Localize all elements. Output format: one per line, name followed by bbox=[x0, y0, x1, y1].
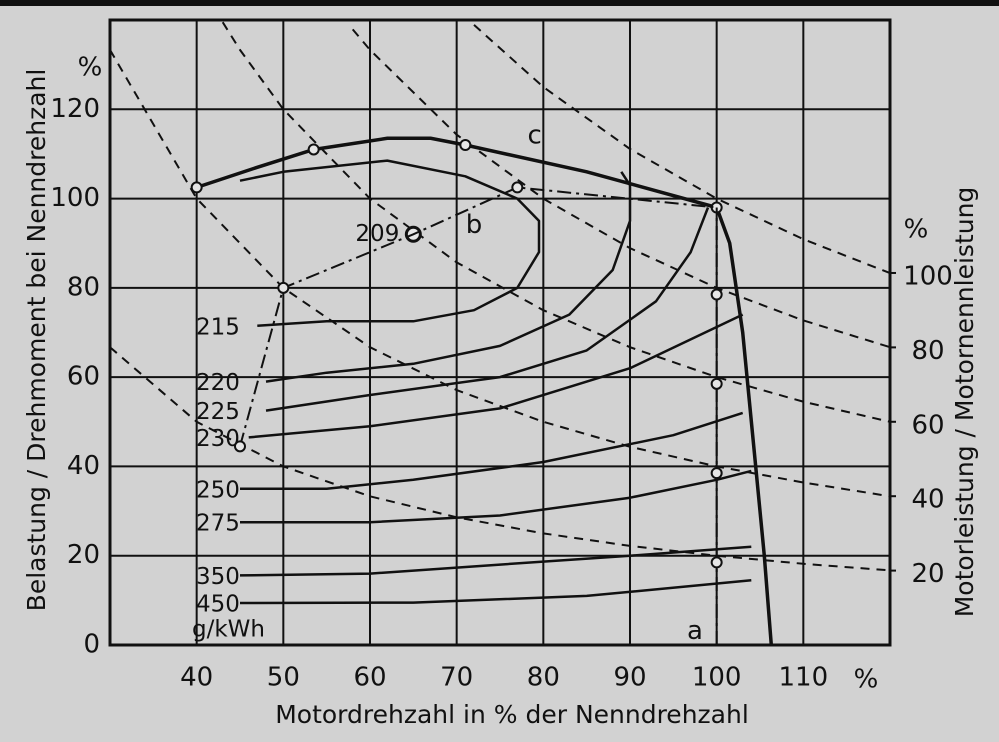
curve-marker bbox=[459, 139, 472, 151]
y-tick-label: 40 bbox=[67, 451, 100, 481]
power-curve bbox=[351, 28, 890, 349]
contour-label: 225 bbox=[196, 399, 240, 425]
y2-tick-label: 20 bbox=[911, 559, 944, 589]
contour-line bbox=[239, 159, 541, 328]
curve-marker bbox=[511, 181, 524, 194]
y2-unit: % bbox=[904, 215, 929, 245]
y-unit: % bbox=[78, 53, 103, 83]
x-tick-label: 110 bbox=[779, 663, 829, 693]
contour-label: 250 bbox=[196, 477, 240, 503]
x-axis-title: Motordrehzahl in % der Nenndrehzahl bbox=[275, 700, 749, 729]
curve-marker bbox=[190, 181, 203, 194]
film-edge bbox=[0, 0, 999, 6]
y2-tick-label: 40 bbox=[911, 485, 944, 515]
contour-line bbox=[239, 545, 752, 577]
contour-label: 350 bbox=[196, 564, 240, 590]
y2-tick-label: 100 bbox=[903, 261, 953, 291]
y-tick-label: 100 bbox=[50, 183, 100, 213]
contour-line bbox=[240, 411, 744, 491]
curve-b bbox=[239, 186, 717, 447]
y2-tick-label: 60 bbox=[911, 410, 944, 440]
x-tick-label: 90 bbox=[613, 663, 646, 693]
consumption-unit: g/kWh bbox=[192, 617, 265, 643]
y-tick-label: 60 bbox=[67, 362, 100, 392]
power-curve bbox=[221, 21, 890, 423]
curve-marker bbox=[710, 288, 723, 301]
contour-label: 215 bbox=[196, 314, 240, 340]
contour-label: 450 bbox=[196, 592, 240, 618]
x-tick-label: 100 bbox=[692, 663, 742, 693]
y-tick-label: 80 bbox=[67, 272, 100, 302]
y-axis-title: Belastung / Drehmoment bei Nenndrehzahl bbox=[22, 69, 51, 612]
curve-label: c bbox=[528, 121, 542, 151]
y-tick-label: 20 bbox=[67, 540, 100, 570]
contour-line bbox=[265, 207, 710, 412]
contour-line bbox=[240, 469, 752, 524]
x-tick-label: 40 bbox=[180, 663, 213, 693]
contour-label: 230 bbox=[196, 426, 240, 452]
x-unit: % bbox=[854, 665, 879, 695]
power-curve bbox=[110, 49, 890, 498]
contour-label: 275 bbox=[196, 511, 240, 537]
curve-label: a bbox=[687, 616, 703, 646]
y2-axis-title: Motorleistung / Motornennleistung bbox=[950, 187, 979, 618]
curve-marker bbox=[277, 281, 290, 294]
curve-marker bbox=[307, 143, 320, 156]
x-tick-label: 50 bbox=[267, 663, 300, 693]
x-tick-label: 60 bbox=[353, 663, 386, 693]
contour-line bbox=[248, 313, 744, 439]
curve-label: b bbox=[466, 210, 483, 240]
curve-marker bbox=[710, 556, 723, 569]
x-tick-label: 80 bbox=[527, 663, 560, 693]
y-tick-label: 120 bbox=[50, 94, 100, 124]
contour-line bbox=[239, 579, 752, 605]
plot-frame bbox=[108, 18, 892, 647]
contour-label: 220 bbox=[196, 370, 240, 396]
y2-tick-label: 80 bbox=[911, 336, 944, 366]
y-tick-label: 0 bbox=[83, 630, 100, 660]
curve-marker bbox=[710, 467, 723, 480]
contour-line bbox=[265, 171, 632, 383]
x-tick-label: 70 bbox=[440, 663, 473, 693]
curve-marker bbox=[234, 440, 246, 453]
curve-marker bbox=[710, 377, 723, 390]
